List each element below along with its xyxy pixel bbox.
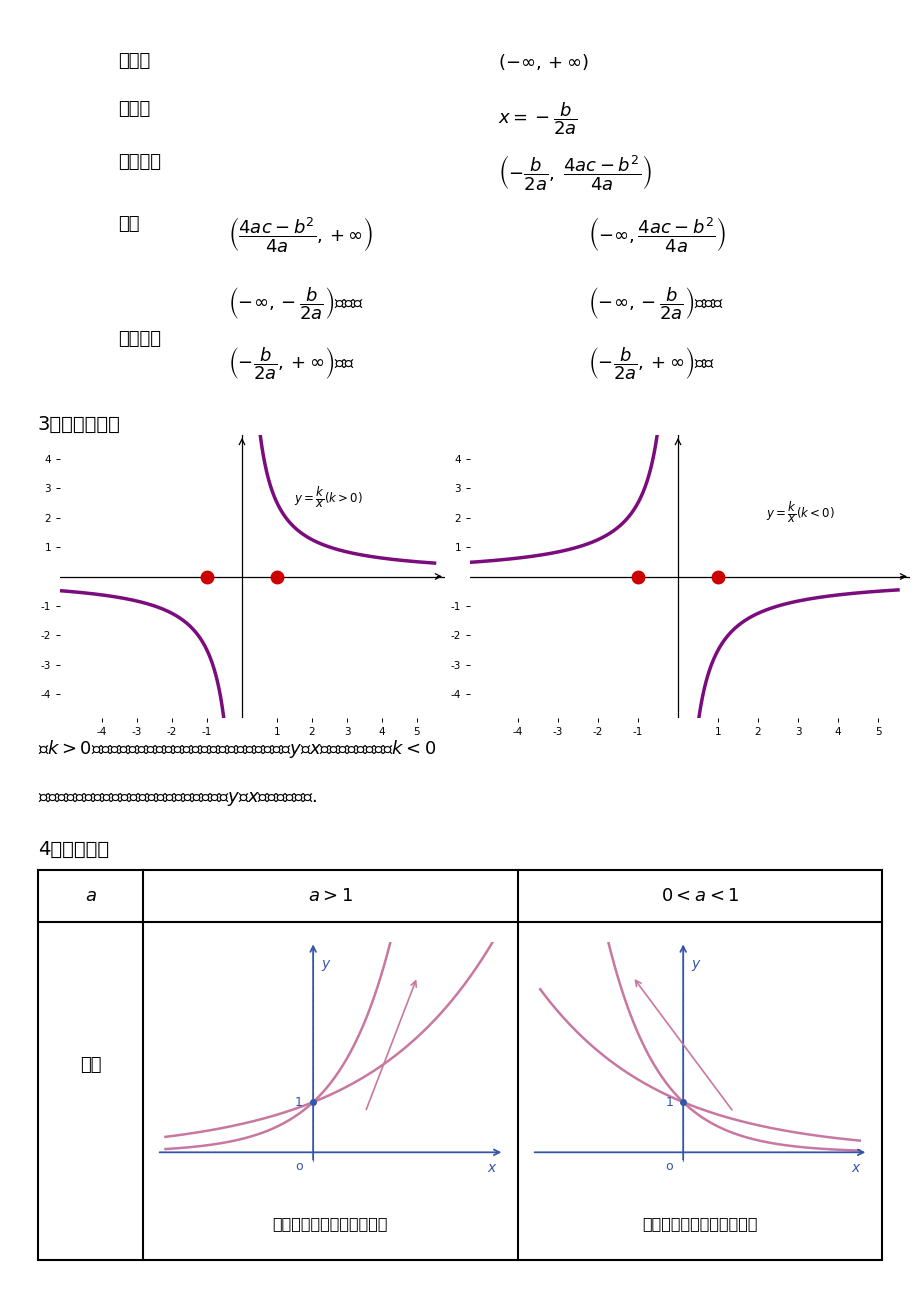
Text: $\left(-\dfrac{b}{2a},\ \dfrac{4ac-b^2}{4a}\right)$: $\left(-\dfrac{b}{2a},\ \dfrac{4ac-b^2}{… [497,154,652,191]
Text: 当$k>0$时，图象分别位于第一、三象限，同一个象限内，$y$随$x$的增大而减小；当$k<0$: 当$k>0$时，图象分别位于第一、三象限，同一个象限内，$y$随$x$的增大而减… [38,738,436,760]
Text: $x=-\dfrac{b}{2a}$: $x=-\dfrac{b}{2a}$ [497,100,577,137]
Text: $a$: $a$ [85,887,96,905]
Text: $\left(-\dfrac{b}{2a},+\infty\right)$递增: $\left(-\dfrac{b}{2a},+\infty\right)$递增 [228,345,355,381]
Text: x: x [851,1161,859,1176]
Text: x: x [487,1161,495,1176]
Text: $\left(-\infty,\dfrac{4ac-b^2}{4a}\right)$: $\left(-\infty,\dfrac{4ac-b^2}{4a}\right… [587,215,726,254]
Text: 3．反比例函数: 3．反比例函数 [38,415,120,434]
Text: $\left(\dfrac{4ac-b^2}{4a},+\infty\right)$: $\left(\dfrac{4ac-b^2}{4a},+\infty\right… [228,215,373,254]
Text: 1: 1 [294,1095,302,1108]
Text: 逆时针旋转，底数越来越大: 逆时针旋转，底数越来越大 [641,1216,757,1232]
Text: 时，图象分别位于二、四象限，同一个象限内，$y$随$x$的增大而增大.: 时，图象分别位于二、四象限，同一个象限内，$y$随$x$的增大而增大. [38,790,317,809]
Text: 对称轴: 对称轴 [118,100,150,118]
Text: $\left(-\infty,-\dfrac{b}{2a}\right)$递增；: $\left(-\infty,-\dfrac{b}{2a}\right)$递增； [587,285,723,322]
Text: 4．指数函数: 4．指数函数 [38,840,109,859]
Bar [38,870,881,1260]
Text: $\left(-\infty,-\dfrac{b}{2a}\right)$递减；: $\left(-\infty,-\dfrac{b}{2a}\right)$递减； [228,285,363,322]
Text: y: y [691,957,699,970]
Text: 定义域: 定义域 [118,52,150,70]
Text: $y=\dfrac{k}{x}(k<0)$: $y=\dfrac{k}{x}(k<0)$ [766,500,834,525]
Text: 逆时针旋转，底数越来越大: 逆时针旋转，底数越来越大 [272,1216,388,1232]
Text: 1: 1 [664,1095,673,1108]
Text: y: y [322,957,330,970]
Text: $y=\dfrac{k}{x}(k>0)$: $y=\dfrac{k}{x}(k>0)$ [294,486,363,510]
Text: o: o [664,1160,673,1173]
Text: $0<a<1$: $0<a<1$ [660,887,738,905]
Text: 值域: 值域 [118,215,140,233]
Text: o: o [295,1160,302,1173]
Text: $\left(-\dfrac{b}{2a},+\infty\right)$递减: $\left(-\dfrac{b}{2a},+\infty\right)$递减 [587,345,714,381]
Text: 图象: 图象 [80,1056,101,1074]
Text: 顶点坐标: 顶点坐标 [118,154,161,171]
Text: $a>1$: $a>1$ [308,887,353,905]
Text: 单调区间: 单调区间 [118,329,161,348]
Text: $(-\infty,+\infty)$: $(-\infty,+\infty)$ [497,52,588,72]
